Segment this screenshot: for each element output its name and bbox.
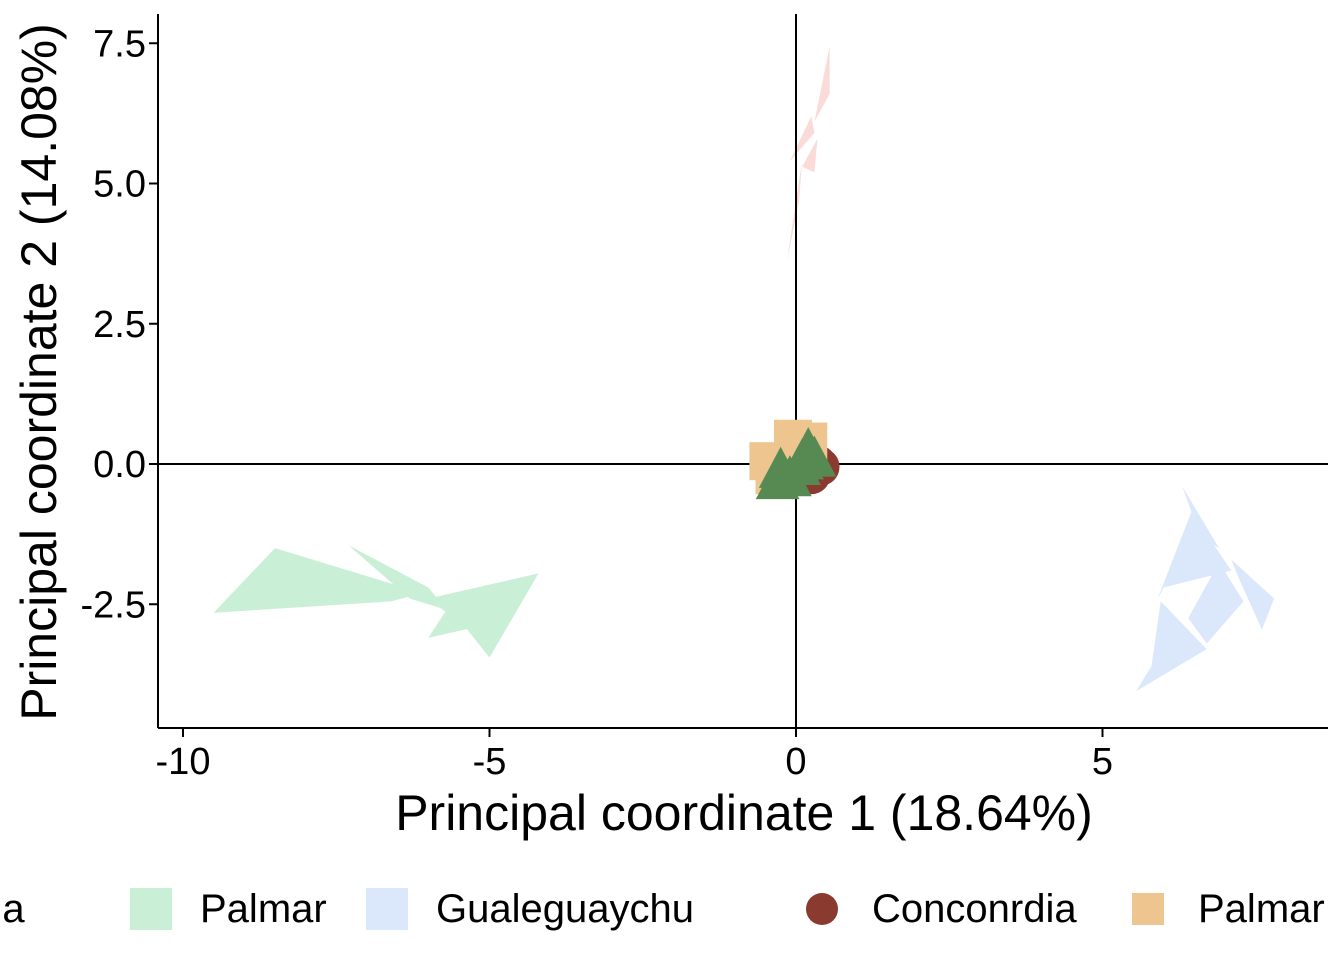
point-gualeguaychu-6 <box>780 438 824 480</box>
y-tick-label: 7.5 <box>93 23 146 65</box>
hull-palmar-0 <box>213 548 423 613</box>
reference-lines <box>158 14 1328 728</box>
x-axis-title: Principal coordinate 1 (18.64%) <box>395 785 1093 841</box>
y-tick-label: 0.0 <box>93 444 146 486</box>
hull-conconrdia-0 <box>814 46 830 122</box>
hull-layer <box>213 46 1275 692</box>
hull-palmar-3 <box>428 609 478 638</box>
y-axis-title: Principal coordinate 2 (14.08%) <box>11 23 67 721</box>
point-layer <box>749 419 840 500</box>
x-tick-label: 0 <box>785 741 806 783</box>
hull-palmar-2 <box>428 573 539 658</box>
x-tick-label: -10 <box>156 741 211 783</box>
hull-gualeguaychu-1 <box>1231 559 1275 630</box>
legend-point-label-palmar: Palmar <box>1198 887 1325 931</box>
legend-hull-label-conconrdia: Conconrdia <box>0 887 25 931</box>
hull-gualeguaychu-2 <box>1188 562 1244 644</box>
y-tick-label: 2.5 <box>93 304 146 346</box>
legend-hull-key-palmar <box>130 888 172 930</box>
point-gualeguaychu-5 <box>755 458 800 500</box>
axes: -10 -5 0 5 -2.5 0.0 2.5 5.0 7.5 <box>81 14 1328 783</box>
hull-gualeguaychu-4 <box>1182 486 1219 549</box>
y-tick-label: -2.5 <box>81 584 146 626</box>
x-tick-label: 5 <box>1092 741 1113 783</box>
legend-hull-label-palmar: Palmar <box>200 887 327 931</box>
legend-point-key-palmar <box>1132 893 1164 925</box>
hull-gualeguaychu-0 <box>1157 511 1232 599</box>
legend-hull-key-gualeguaychu <box>366 888 408 930</box>
legend: Conconrdia Palmar Gualeguaychu Conconrdia Pa… <box>0 887 1325 931</box>
hull-gualeguaychu-3 <box>1136 601 1207 692</box>
x-tick-label: -5 <box>473 741 507 783</box>
hull-conconrdia-3 <box>786 161 803 262</box>
legend-point-label-conconrdia: Conconrdia <box>872 887 1077 931</box>
hull-palmar-1 <box>348 545 447 610</box>
legend-point-key-conconrdia <box>806 893 838 925</box>
hull-conconrdia-2 <box>802 138 818 173</box>
y-tick-label: 5.0 <box>93 164 146 206</box>
legend-hull-label-gualeguaychu: Gualeguaychu <box>436 887 694 931</box>
